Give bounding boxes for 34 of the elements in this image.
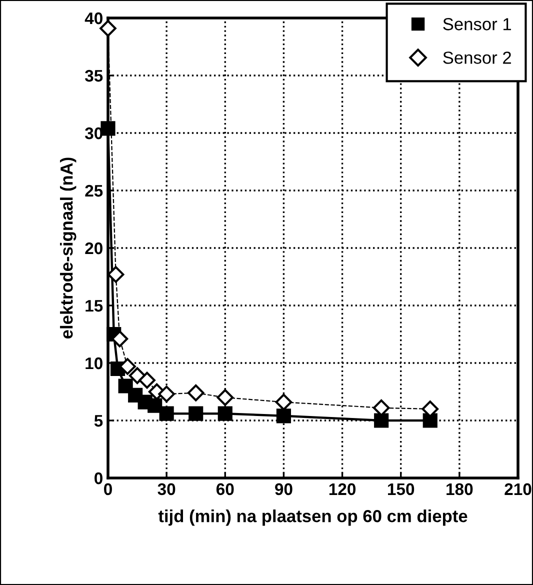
legend-label: Sensor 1 xyxy=(443,18,511,30)
y-tick-label: 10 xyxy=(86,357,102,370)
x-tick-label: 210 xyxy=(504,483,532,496)
x-tick-label: 90 xyxy=(275,483,292,496)
x-axis-title: tijd (min) na plaatsen op 60 cm diepte xyxy=(158,510,468,526)
point xyxy=(276,408,292,424)
y-axis-title: elektrode-signaal (nA) xyxy=(60,158,76,338)
point xyxy=(188,406,204,421)
point xyxy=(187,384,204,402)
point xyxy=(216,389,234,406)
point xyxy=(158,386,175,402)
y-tick-label: 20 xyxy=(85,242,102,254)
y-tick-label: 0 xyxy=(94,472,102,484)
point xyxy=(374,413,389,428)
y-tick-label: 35 xyxy=(84,70,103,82)
x-tick-label: 0 xyxy=(104,483,112,496)
point xyxy=(148,398,162,413)
y-tick-label: 25 xyxy=(85,184,103,197)
legend-label: Sensor 2 xyxy=(443,52,511,64)
x-tick-label: 60 xyxy=(216,483,234,496)
y-tick-label: 40 xyxy=(84,12,102,24)
point xyxy=(159,406,174,421)
y-tick-label: 5 xyxy=(94,415,103,427)
y-tick-label: 15 xyxy=(86,300,103,312)
point xyxy=(138,372,156,389)
x-tick-label: 120 xyxy=(329,483,356,496)
point xyxy=(107,266,124,283)
point xyxy=(422,413,438,428)
point xyxy=(100,121,116,136)
x-tick-label: 30 xyxy=(158,483,176,496)
x-tick-label: 150 xyxy=(388,483,414,496)
x-tick-label: 180 xyxy=(446,483,473,496)
point xyxy=(218,406,232,421)
point xyxy=(275,394,292,411)
